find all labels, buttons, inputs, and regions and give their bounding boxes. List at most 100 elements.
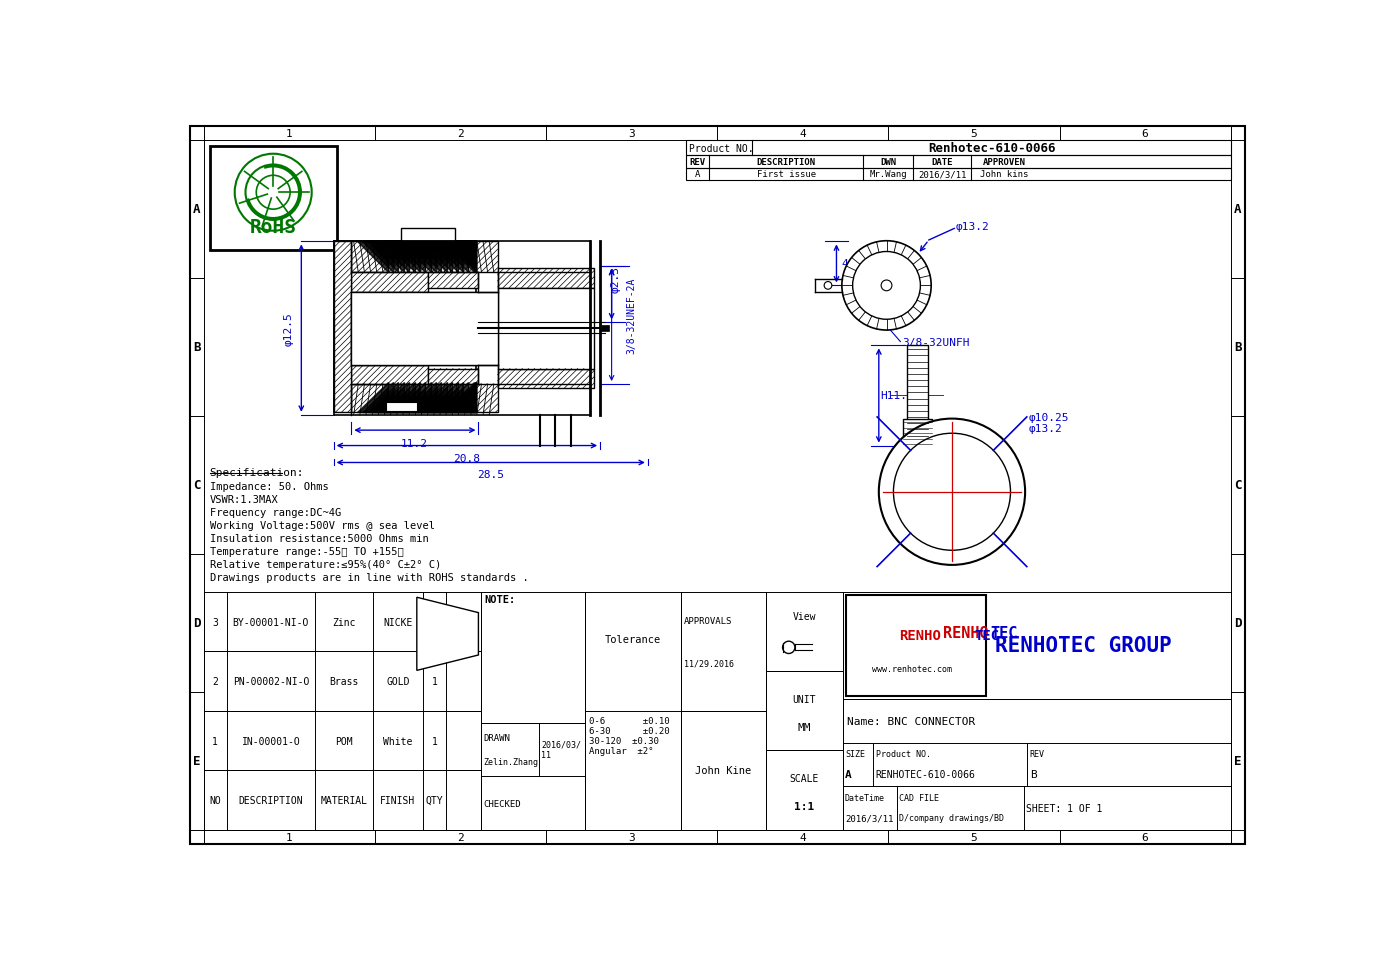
Bar xyxy=(356,242,476,413)
Text: RENHO: RENHO xyxy=(900,628,942,642)
Text: First issue: First issue xyxy=(757,170,816,179)
Text: D: D xyxy=(1234,617,1242,629)
Text: DWN: DWN xyxy=(880,158,897,167)
Text: Mr.Wang: Mr.Wang xyxy=(869,170,907,179)
Text: A: A xyxy=(193,203,200,216)
Text: FINISH: FINISH xyxy=(380,795,415,805)
Text: 3: 3 xyxy=(212,617,218,627)
Text: BY-00001-NI-O: BY-00001-NI-O xyxy=(233,617,309,627)
Bar xyxy=(686,168,1231,181)
Polygon shape xyxy=(427,382,458,413)
Text: Zinc: Zinc xyxy=(332,617,356,627)
Polygon shape xyxy=(432,242,462,273)
Bar xyxy=(686,140,1231,156)
Polygon shape xyxy=(437,382,468,413)
Text: 11/29.2016: 11/29.2016 xyxy=(685,659,733,668)
Bar xyxy=(766,751,842,830)
Text: E: E xyxy=(193,754,200,768)
Text: 11.2: 11.2 xyxy=(401,438,427,449)
Text: 5: 5 xyxy=(971,832,978,842)
Text: DATE: DATE xyxy=(932,158,953,167)
Polygon shape xyxy=(469,382,476,413)
Text: www.renhotec.com: www.renhotec.com xyxy=(873,665,953,674)
Bar xyxy=(481,723,585,830)
Bar xyxy=(766,672,842,751)
Text: C: C xyxy=(193,479,200,492)
Polygon shape xyxy=(373,242,404,273)
Polygon shape xyxy=(394,382,425,413)
Text: UNIT: UNIT xyxy=(792,694,816,704)
Text: DateTime: DateTime xyxy=(845,793,884,801)
Text: 1:1: 1:1 xyxy=(793,801,814,811)
Polygon shape xyxy=(384,242,415,273)
Text: View: View xyxy=(792,611,816,621)
Polygon shape xyxy=(356,382,387,413)
Polygon shape xyxy=(422,242,453,273)
Bar xyxy=(352,242,497,273)
Text: REV: REV xyxy=(690,158,705,167)
Polygon shape xyxy=(400,382,430,413)
Text: John kins: John kins xyxy=(979,170,1028,179)
Text: VSWR:1.3MAX: VSWR:1.3MAX xyxy=(210,494,278,505)
Text: RENHOTEC-610-0066: RENHOTEC-610-0066 xyxy=(876,769,975,779)
Text: t0.5: t0.5 xyxy=(986,518,1014,528)
Polygon shape xyxy=(460,242,476,273)
Bar xyxy=(680,711,766,830)
Text: PN-00002-NI-O: PN-00002-NI-O xyxy=(233,677,309,686)
Text: NO: NO xyxy=(210,795,221,805)
Text: A: A xyxy=(696,170,700,179)
Polygon shape xyxy=(405,382,436,413)
Bar xyxy=(601,326,609,332)
Text: Relative temperature:≤95%(40° C±2° C): Relative temperature:≤95%(40° C±2° C) xyxy=(210,559,441,570)
Bar xyxy=(585,592,680,830)
Polygon shape xyxy=(379,242,409,273)
Text: APPROVEN: APPROVEN xyxy=(982,158,1025,167)
Bar xyxy=(429,273,478,288)
Bar xyxy=(686,156,1231,168)
Bar xyxy=(842,700,1231,830)
Circle shape xyxy=(842,241,932,331)
Text: SCALE: SCALE xyxy=(789,774,819,783)
Text: Product NO.: Product NO. xyxy=(689,143,753,154)
Polygon shape xyxy=(443,242,474,273)
Text: 3/8-32UNEF-2A: 3/8-32UNEF-2A xyxy=(626,277,636,354)
Bar xyxy=(204,771,481,830)
Bar xyxy=(352,384,497,413)
Text: Name: BNC CONNECTOR: Name: BNC CONNECTOR xyxy=(847,716,975,726)
Bar xyxy=(497,269,594,288)
Text: TEC: TEC xyxy=(990,626,1017,640)
Polygon shape xyxy=(411,382,441,413)
Text: 3: 3 xyxy=(629,129,634,138)
Text: ±0.05: ±0.05 xyxy=(528,374,562,384)
Bar xyxy=(401,229,455,243)
Bar xyxy=(334,242,352,413)
Text: 28.5: 28.5 xyxy=(478,470,504,480)
Text: Brass: Brass xyxy=(330,677,359,686)
Polygon shape xyxy=(448,242,476,273)
Text: White: White xyxy=(383,736,412,746)
Bar xyxy=(210,147,337,251)
Polygon shape xyxy=(405,242,436,273)
Text: D: D xyxy=(193,617,200,629)
Text: REV: REV xyxy=(1030,750,1045,758)
Circle shape xyxy=(879,419,1025,565)
Polygon shape xyxy=(465,242,476,273)
Text: Working Voltage:500V rms @ sea level: Working Voltage:500V rms @ sea level xyxy=(210,520,434,530)
Polygon shape xyxy=(454,242,476,273)
Bar xyxy=(497,369,594,388)
Bar xyxy=(907,346,928,446)
Bar xyxy=(352,273,429,292)
Text: NOTE:: NOTE: xyxy=(485,594,515,604)
Text: H11.0: H11.0 xyxy=(880,391,914,401)
Polygon shape xyxy=(411,242,441,273)
Text: RENHOTEC GROUP: RENHOTEC GROUP xyxy=(995,636,1172,655)
Text: B: B xyxy=(193,341,200,354)
Text: 1: 1 xyxy=(432,617,437,627)
Text: Insulation resistance:5000 Ohms min: Insulation resistance:5000 Ohms min xyxy=(210,533,429,543)
Bar xyxy=(352,292,497,365)
Text: 3/8-32UNFH: 3/8-32UNFH xyxy=(902,337,970,347)
Text: DESCRIPTION: DESCRIPTION xyxy=(757,158,816,167)
Text: 4: 4 xyxy=(799,129,806,138)
Text: 4: 4 xyxy=(799,832,806,842)
Text: 2: 2 xyxy=(457,129,464,138)
